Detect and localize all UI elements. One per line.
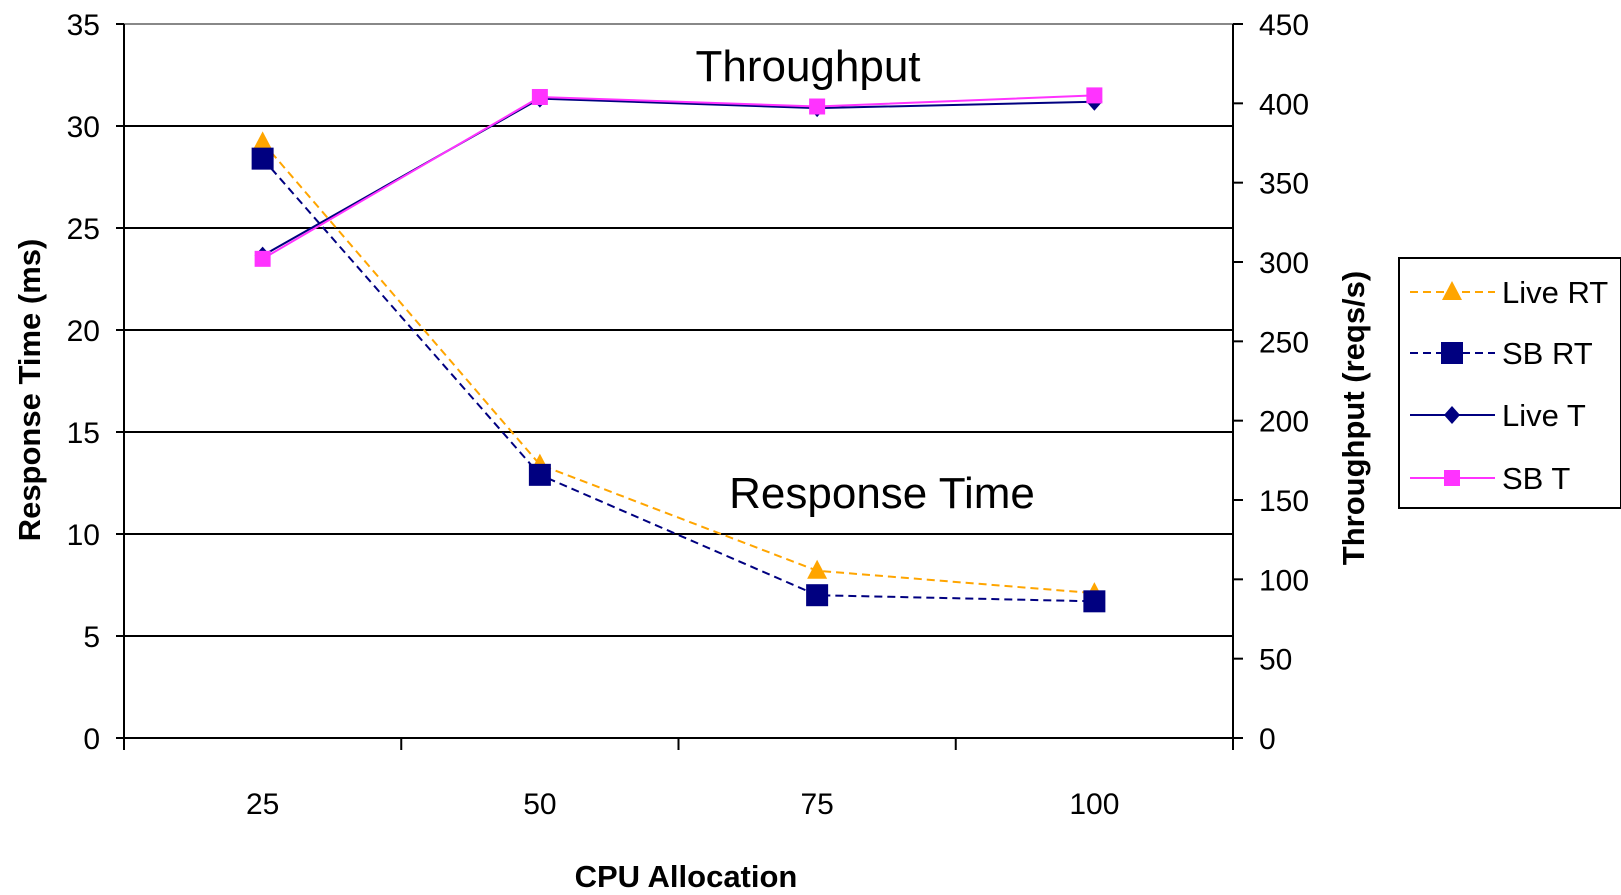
series-line-live-rt (261, 141, 1095, 595)
data-point-live-rt (807, 559, 828, 579)
data-point-sb-rt (806, 584, 829, 607)
data-point-sb-rt (528, 463, 551, 486)
tick-labels: 0510152025303505010015020025030035040045… (67, 9, 1309, 821)
annotation-response-time: Response Time (729, 469, 1035, 518)
right-y-tick-label: 250 (1259, 326, 1309, 359)
legend-item-live-t: Live T (1410, 398, 1586, 433)
right-y-tick-label: 300 (1259, 247, 1309, 280)
left-y-tick-label: 15 (67, 417, 100, 450)
legend-marker-sb-t (1444, 470, 1460, 486)
left-y-tick-label: 20 (67, 315, 100, 348)
right-y-tick-label: 450 (1259, 9, 1309, 42)
right-y-axis-title: Throughput (reqs/s) (1336, 271, 1371, 565)
legend-marker-live-rt (1442, 281, 1462, 300)
axes (123, 24, 1234, 739)
series-live-t (254, 89, 1103, 265)
series-sb-rt (251, 147, 1106, 613)
right-y-tick-label: 350 (1259, 168, 1309, 201)
legend-box (1398, 257, 1621, 509)
series-line-sb-rt (261, 157, 1095, 603)
series-line-sb-t (262, 94, 1095, 260)
data-point-sb-t (809, 98, 826, 115)
data-point-sb-t (531, 88, 548, 105)
gridlines (124, 23, 1233, 637)
legend-item-live-rt: Live RT (1410, 275, 1608, 310)
left-y-tick-label: 10 (67, 519, 100, 552)
legend-label-sb-rt: SB RT (1502, 336, 1593, 371)
series-live-rt (252, 131, 1105, 602)
x-tick-label: 50 (523, 788, 556, 821)
legend-item-sb-rt: SB RT (1410, 336, 1593, 371)
data-point-live-rt (252, 131, 273, 151)
data-point-sb-t (254, 250, 271, 267)
right-y-tick-label: 200 (1259, 406, 1309, 439)
left-y-tick-label: 0 (83, 723, 100, 756)
right-y-tick-label: 400 (1259, 88, 1309, 121)
right-y-tick-label: 150 (1259, 485, 1309, 518)
x-tick-label: 100 (1069, 788, 1119, 821)
x-axis-title: CPU Allocation (575, 859, 798, 894)
data-point-sb-t (1086, 87, 1103, 104)
left-y-tick-label: 30 (67, 111, 100, 144)
series (251, 87, 1106, 613)
series-line-live-t (262, 97, 1095, 257)
legend-marker-sb-rt (1441, 342, 1463, 364)
legend-label-live-t: Live T (1502, 398, 1586, 433)
right-y-tick-label: 100 (1259, 564, 1309, 597)
left-y-tick-label: 35 (67, 9, 100, 42)
data-point-sb-rt (251, 147, 274, 170)
x-tick-label: 25 (246, 788, 279, 821)
left-y-tick-label: 25 (67, 213, 100, 246)
series-sb-t (254, 87, 1103, 267)
legend: Live RT SB RT Live T SB T (1398, 257, 1621, 509)
left-y-tick-label: 5 (83, 621, 100, 654)
data-point-sb-rt (1083, 590, 1106, 613)
legend-marker-live-t (1444, 406, 1460, 424)
annotation-throughput: Throughput (695, 42, 920, 91)
right-y-tick-label: 50 (1259, 644, 1292, 677)
legend-label-live-rt: Live RT (1502, 275, 1608, 310)
left-y-axis-title: Response Time (ms) (12, 239, 47, 542)
legend-item-sb-t: SB T (1410, 461, 1570, 496)
right-y-tick-label: 0 (1259, 723, 1276, 756)
x-tick-label: 75 (800, 788, 833, 821)
legend-label-sb-t: SB T (1502, 461, 1570, 496)
